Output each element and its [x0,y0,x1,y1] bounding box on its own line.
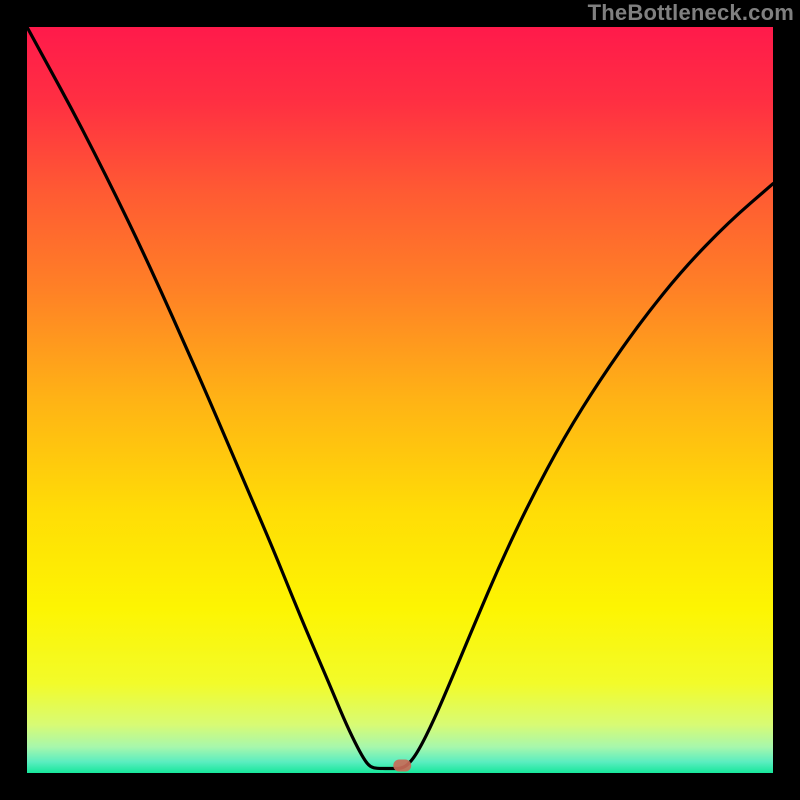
bottleneck-chart [0,0,800,800]
chart-container: TheBottleneck.com [0,0,800,800]
watermark-text: TheBottleneck.com [588,0,794,26]
minimum-marker [393,760,411,772]
plot-gradient-background [27,27,773,773]
